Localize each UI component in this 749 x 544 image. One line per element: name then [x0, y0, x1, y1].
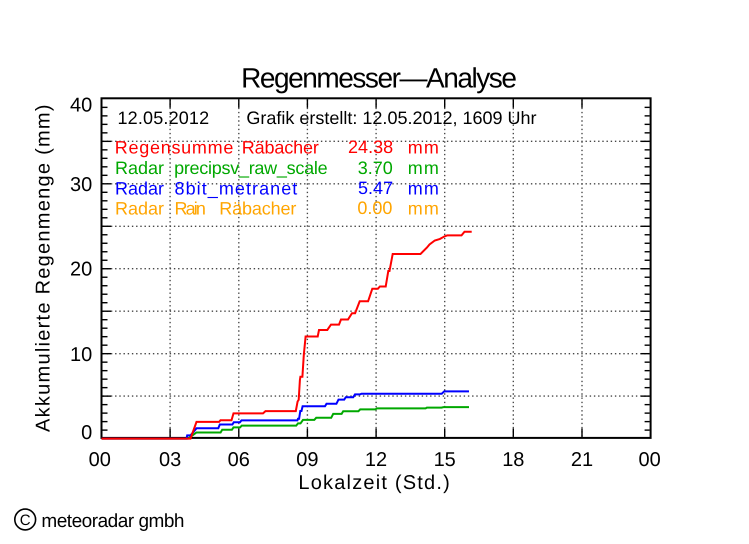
svg-text:meteoradar gmbh: meteoradar gmbh: [41, 511, 184, 532]
svg-text:mm: mm: [408, 199, 440, 219]
svg-text:00: 00: [638, 449, 660, 471]
svg-text:21: 21: [571, 449, 593, 471]
svg-text:Räbacher: Räbacher: [242, 137, 319, 157]
svg-text:15: 15: [434, 449, 456, 471]
svg-text:Akkumulierte Regenmenge (mm): Akkumulierte Regenmenge (mm): [33, 103, 55, 432]
svg-text:12: 12: [365, 449, 387, 471]
svg-text:10: 10: [70, 344, 92, 366]
svg-text:0.00: 0.00: [357, 198, 392, 218]
svg-text:C: C: [20, 512, 31, 529]
svg-text:20: 20: [70, 259, 92, 281]
svg-text:Lokalzeit (Std.): Lokalzeit (Std.): [298, 472, 451, 494]
svg-text:8bit_metranet: 8bit_metranet: [175, 179, 299, 199]
svg-text:06: 06: [228, 449, 250, 471]
svg-text:Rain: Rain: [175, 199, 205, 219]
svg-text:03: 03: [159, 449, 181, 471]
svg-text:40: 40: [70, 94, 92, 116]
svg-text:18: 18: [502, 449, 524, 471]
svg-text:Radar: Radar: [115, 179, 164, 199]
svg-text:Räbacher: Räbacher: [219, 199, 296, 219]
svg-text:24.38: 24.38: [348, 137, 393, 157]
svg-text:mm: mm: [408, 158, 440, 178]
svg-text:Grafik erstellt: 12.05.2012, 1: Grafik erstellt: 12.05.2012, 1609 Uhr: [246, 108, 536, 128]
svg-text:Radar: Radar: [115, 158, 164, 178]
svg-text:0: 0: [81, 422, 92, 444]
svg-text:Radar: Radar: [115, 199, 164, 219]
svg-text:3.70: 3.70: [358, 158, 393, 178]
svg-text:Regenmesser—Analyse: Regenmesser—Analyse: [241, 63, 516, 94]
svg-text:30: 30: [70, 174, 92, 196]
svg-text:Regensumme: Regensumme: [115, 137, 234, 157]
svg-text:12.05.2012: 12.05.2012: [118, 108, 210, 128]
svg-text:mm: mm: [408, 179, 440, 199]
svg-text:mm: mm: [408, 137, 440, 157]
svg-text:09: 09: [296, 449, 318, 471]
svg-text:00: 00: [89, 449, 111, 471]
svg-text:5.47: 5.47: [358, 178, 393, 198]
svg-text:precipsv_raw_scale: precipsv_raw_scale: [174, 158, 327, 178]
